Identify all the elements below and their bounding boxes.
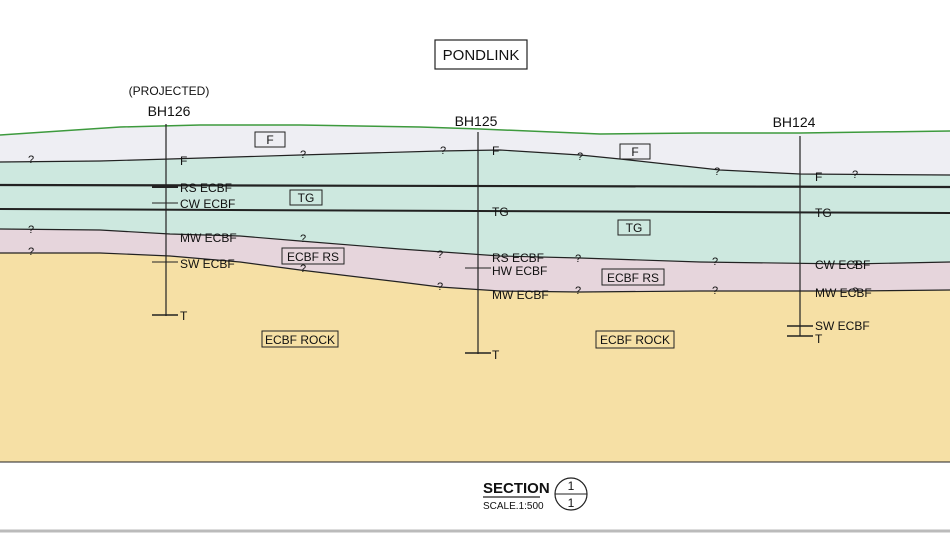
question-mark: ?	[852, 169, 858, 181]
borehole-log-label: F	[815, 170, 822, 184]
borehole-log-label: MW ECBF	[815, 286, 872, 300]
borehole-bh124: BH124 F TG CW ECBF MW ECBF SW ECBF T	[773, 114, 872, 346]
unit-tags: F F TG TG ECBF RS ECBF RS ECBF ROCK ECB	[254, 131, 675, 349]
title-text: PONDLINK	[443, 47, 520, 64]
unit-tag-ecbf-rock: ECBF ROCK	[595, 330, 675, 349]
unit-tag-label: ECBF ROCK	[600, 333, 670, 347]
borehole-bh126: (PROJECTED) BH126 F RS ECBF CW ECBF MW E…	[129, 84, 237, 323]
borehole-name: BH124	[773, 114, 816, 130]
question-mark: ?	[300, 233, 306, 245]
ecbf-rock-layer	[0, 253, 950, 462]
section-footer: SECTION SCALE.1:500 1 1	[483, 477, 588, 512]
unit-tag-label: F	[631, 145, 638, 159]
unit-tag-tg: TG	[289, 189, 323, 206]
borehole-name: BH125	[455, 113, 498, 129]
unit-tag-label: ECBF ROCK	[265, 333, 335, 347]
mw-boundary	[0, 228, 950, 265]
borehole-log-label: F	[492, 144, 499, 158]
rs-boundary-upper	[0, 183, 950, 189]
unit-tag-f: F	[619, 143, 651, 160]
fill-base-boundary	[0, 149, 950, 176]
unit-tag-label: TG	[298, 191, 315, 205]
section-bubble-bottom: 1	[568, 496, 575, 510]
sw-boundary	[0, 252, 950, 293]
borehole-bh125: BH125 F TG RS ECBF HW ECBF MW ECBF T	[455, 113, 549, 362]
question-mark: ?	[577, 151, 583, 163]
borehole-log-label: T	[815, 332, 823, 346]
question-mark: ?	[712, 285, 718, 297]
question-mark: ?	[852, 286, 858, 298]
borehole-name: BH126	[148, 103, 191, 119]
cw-boundary	[0, 208, 950, 214]
borehole-log-label: RS ECBF	[180, 181, 232, 195]
unit-tag-label: ECBF RS	[607, 271, 659, 285]
unit-tag-ecbf-rs: ECBF RS	[601, 268, 665, 286]
unit-tag-ecbf-rs: ECBF RS	[281, 247, 345, 265]
unit-tag-label: TG	[626, 221, 643, 235]
question-mark: ?	[28, 154, 34, 166]
question-mark: ?	[28, 224, 34, 236]
borehole-log-label: HW ECBF	[492, 264, 547, 278]
borehole-log-label: CW ECBF	[815, 258, 870, 272]
ecbf-rs-layer	[0, 229, 950, 292]
question-mark: ?	[437, 281, 443, 293]
diagram-title: PONDLINK	[434, 39, 528, 70]
unit-tag-label: F	[266, 133, 273, 147]
question-mark: ?	[852, 259, 858, 271]
question-mark: ?	[575, 253, 581, 265]
borehole-log-label: SW ECBF	[180, 257, 235, 271]
question-mark: ?	[714, 166, 720, 178]
borehole-log-label: MW ECBF	[492, 288, 549, 302]
question-mark: ?	[575, 285, 581, 297]
borehole-log-label: F	[180, 154, 187, 168]
borehole-log-label: CW ECBF	[180, 197, 235, 211]
section-bubble-top: 1	[568, 479, 575, 493]
borehole-log-label: T	[180, 309, 188, 323]
borehole-log-label: RS ECBF	[492, 251, 544, 265]
question-mark: ?	[28, 246, 34, 258]
unit-tag-label: ECBF RS	[287, 250, 339, 264]
question-mark: ?	[300, 263, 306, 275]
section-label: SECTION	[483, 480, 550, 497]
uncertain-markers: ? ? ? ? ? ? ? ? ? ? ? ? ? ? ? ? ? ?	[28, 145, 858, 298]
layer-boundaries	[0, 149, 950, 463]
unit-tag-ecbf-rock: ECBF ROCK	[261, 330, 339, 348]
borehole-log-label: SW ECBF	[815, 319, 870, 333]
question-mark: ?	[440, 145, 446, 157]
question-mark: ?	[437, 249, 443, 261]
question-mark: ?	[712, 256, 718, 268]
borehole-log-label: TG	[492, 205, 509, 219]
question-mark: ?	[300, 149, 306, 161]
borehole-log-label: TG	[815, 206, 832, 220]
section-scale: SCALE.1:500	[483, 501, 544, 512]
borehole-log-label: T	[492, 348, 500, 362]
borehole-projected-note: (PROJECTED)	[129, 84, 210, 98]
unit-tag-f: F	[254, 131, 286, 148]
ground-surface-line	[0, 124, 950, 136]
borehole-log-label: MW ECBF	[180, 231, 237, 245]
unit-tag-tg: TG	[617, 219, 651, 236]
